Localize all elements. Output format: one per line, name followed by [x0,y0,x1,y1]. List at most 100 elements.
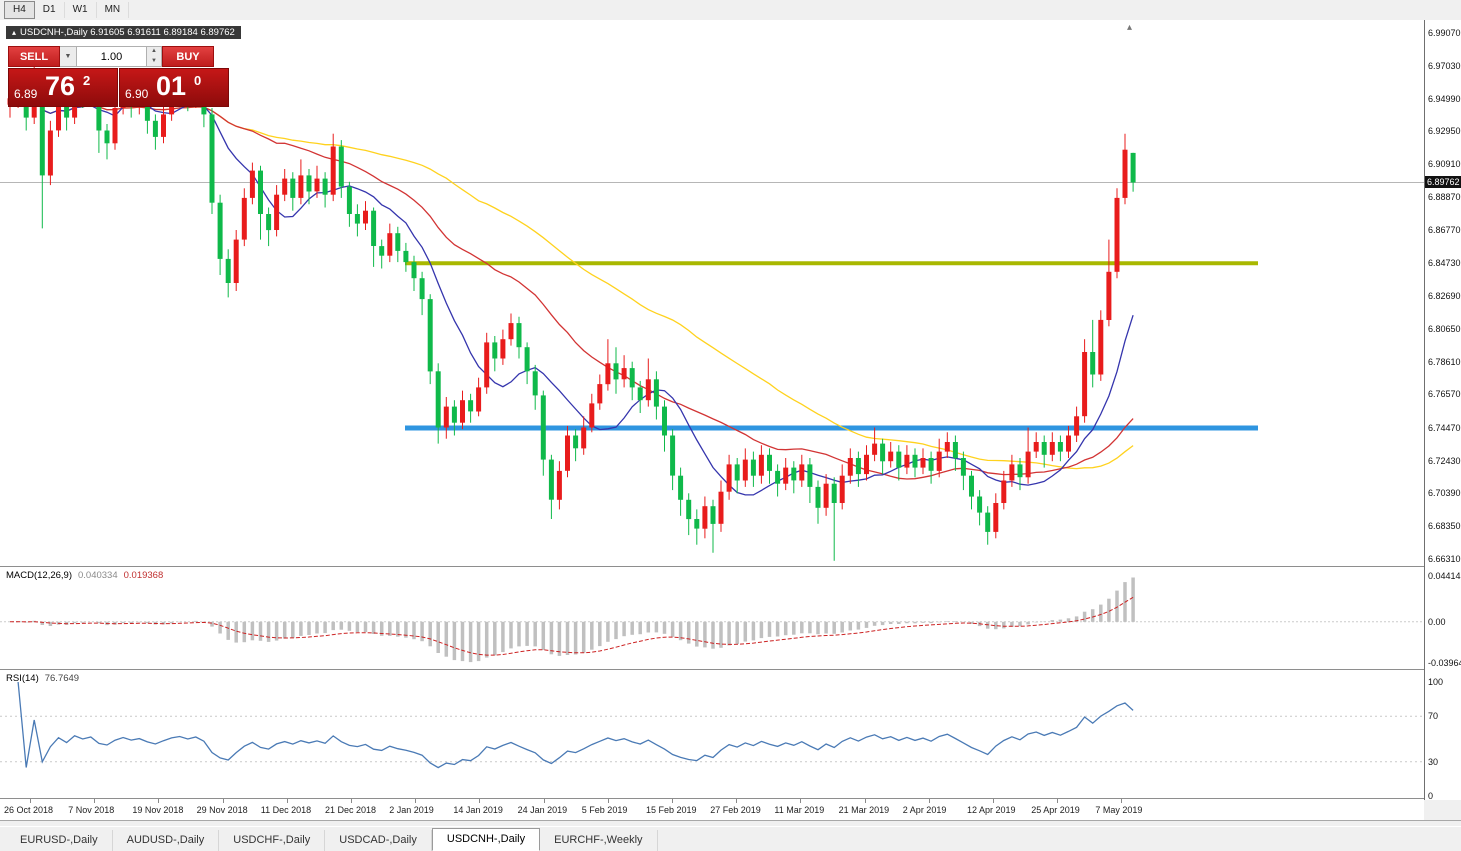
date-axis-label: 14 Jan 2019 [453,805,503,815]
date-tick [415,799,417,803]
chart-tab-eurusd-daily[interactable]: EURUSD-,Daily [6,830,113,851]
timeframe-button-d1[interactable]: D1 [35,2,65,18]
buy-price-pip: 0 [194,73,202,88]
date-axis-label: 7 Nov 2018 [68,805,115,815]
chart-tab-eurchf-weekly[interactable]: EURCHF-,Weekly [540,830,658,851]
date-axis-label: 25 Apr 2019 [1031,805,1080,815]
price-axis-label: 6.74470 [1428,422,1461,433]
date-tick [94,799,96,803]
rsi-axis-label: 70 [1428,711,1439,722]
date-tick [993,799,994,803]
rsi-chart[interactable] [0,670,1424,798]
date-tick [607,799,609,803]
timeframe-button-mn[interactable]: MN [97,2,130,18]
chart-ohlc-values: 6.91605 6.91611 6.89184 6.89762 [90,27,235,38]
panel-divider[interactable] [0,669,1461,670]
date-tick [1121,799,1123,803]
chart-title: ▴ USDCNH-,Daily 6.91605 6.91611 6.89184 6… [6,26,241,39]
date-tick [286,799,288,803]
date-axis-label: 19 Nov 2018 [132,805,184,815]
price-axis-label: 6.92950 [1428,126,1461,137]
price-axis-label: 6.90910 [1428,159,1461,170]
macd-axis-label: 0.00 [1428,616,1446,627]
price-axis-label: 6.82690 [1428,291,1461,301]
macd-panel[interactable]: MACD(12,26,9) 0.040334 0.019368 [0,567,1424,669]
sell-price-button[interactable]: 6.89 76 2 [8,68,118,107]
date-axis-label: 15 Feb 2019 [646,805,697,815]
price-axis-label: 6.78610 [1428,356,1461,367]
rsi-panel[interactable]: RSI(14) 76.7649 [0,670,1424,798]
price-axis-label: 6.72430 [1428,455,1461,466]
date-tick [800,799,802,803]
date-axis-label: 2 Jan 2019 [389,805,434,815]
date-axis-label: 21 Dec 2018 [325,805,377,815]
date-tick [672,799,673,803]
rsi-value: 76.7649 [44,673,80,684]
current-price-badge: 6.89762 [1425,176,1461,188]
main-chart-panel[interactable]: ▴ USDCNH-,Daily 6.91605 6.91611 6.89184 6… [0,20,1424,566]
chart-tab-bar: EURUSD-,Daily AUDUSD-,Daily USDCHF-,Daily U… [0,826,1461,851]
date-tick [30,799,31,803]
volume-up-icon[interactable]: ▲ [147,47,161,57]
price-axis-label: 6.66310 [1428,554,1461,564]
rsi-label: RSI(14) 76.7649 [6,673,79,684]
date-tick [479,799,481,803]
sell-price-big: 76 [45,71,76,101]
macd-signal-value: 0.019368 [123,570,164,581]
price-axis-label: 6.97030 [1428,60,1461,71]
macd-axis-label: 0.044143 [1428,571,1461,581]
rsi-axis-label: 0 [1428,791,1434,801]
price-axis-label: 6.84730 [1428,258,1461,269]
rsi-axis-label: 30 [1428,756,1439,767]
rsi-name: RSI(14) [6,673,39,684]
date-axis-label: 12 Apr 2019 [967,805,1016,815]
chart-tab-audusd-daily[interactable]: AUDUSD-,Daily [113,830,220,851]
timeframe-button-h4[interactable]: H4 [4,1,35,19]
volume-dropdown-icon[interactable]: ▼ [60,46,77,67]
date-axis-label: 26 Oct 2018 [4,805,54,815]
chart-tab-usdchf-daily[interactable]: USDCHF-,Daily [219,830,326,851]
chart-tab-usdcnh-daily[interactable]: USDCNH-,Daily [431,828,541,851]
date-axis-label: 27 Feb 2019 [710,805,761,815]
price-axis-label: 6.76570 [1428,389,1461,400]
sell-price-pip: 2 [83,73,91,88]
macd-axis-label: -0.03964 [1428,658,1461,668]
chart-tab-usdcad-daily[interactable]: USDCAD-,Daily [325,830,432,851]
volume-down-icon[interactable]: ▼ [147,56,161,66]
statusbar-divider [0,820,1461,821]
price-axis-label: 6.68350 [1428,521,1461,532]
price-axis-label: 6.86770 [1428,225,1461,236]
date-axis[interactable]: 26 Oct 2018 7 Nov 2018 19 Nov 2018 29 Nov 2… [0,799,1424,820]
scroll-end-marker-icon[interactable]: ▴ [1127,22,1133,33]
price-axis-label: 6.80650 [1428,323,1461,334]
volume-stepper[interactable]: ▲ ▼ [147,46,162,67]
volume-input[interactable] [77,46,147,67]
date-tick [1057,799,1059,803]
price-axis[interactable]: 6.89762 6.99070 6.97030 6.94990 6.92950 6.90… [1424,20,1461,801]
macd-name: MACD(12,26,9) [6,570,72,581]
date-tick [864,799,866,803]
date-tick [222,799,224,803]
date-axis-label: 11 Mar 2019 [774,805,825,815]
sell-button[interactable]: SELL [8,46,60,67]
date-axis-label: 11 Dec 2018 [260,805,312,815]
price-axis-label: 6.88870 [1428,191,1461,202]
timeframe-toolbar: H4 D1 W1 MN [0,0,1461,21]
price-axis-label: 6.70390 [1428,488,1461,499]
price-axis-label: 6.94990 [1428,93,1461,104]
rsi-axis-label: 100 [1428,677,1444,687]
buy-button[interactable]: BUY [162,46,214,67]
date-axis-label: 2 Apr 2019 [902,805,947,815]
date-tick [928,799,930,803]
price-axis-label: 6.99070 [1428,28,1461,38]
date-axis-label: 29 Nov 2018 [196,805,248,815]
timeframe-button-w1[interactable]: W1 [65,2,97,18]
macd-label: MACD(12,26,9) 0.040334 0.019368 [6,570,163,581]
date-tick [543,799,545,803]
date-axis-label: 24 Jan 2019 [517,805,568,815]
panel-divider[interactable] [0,566,1461,567]
macd-chart[interactable] [0,567,1424,669]
buy-price-button[interactable]: 6.90 01 0 [119,68,229,107]
sell-price-prefix: 6.89 [14,87,38,101]
